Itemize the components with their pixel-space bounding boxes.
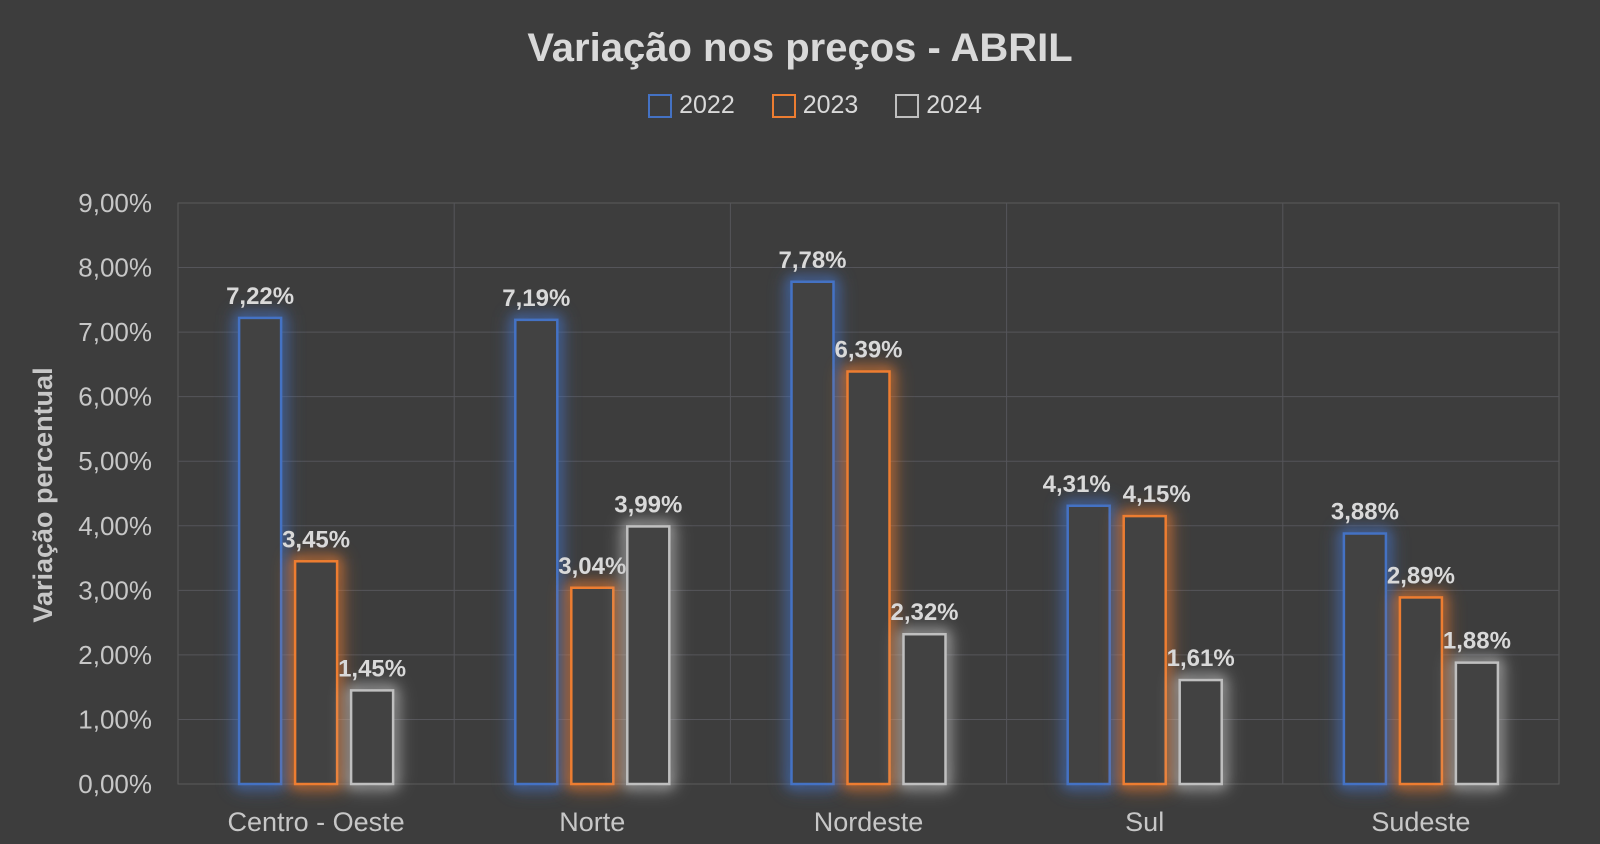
svg-text:1,00%: 1,00% — [78, 704, 152, 734]
svg-text:7,22%: 7,22% — [226, 283, 294, 310]
svg-text:3,04%: 3,04% — [558, 553, 626, 580]
svg-text:5,00%: 5,00% — [78, 446, 152, 476]
svg-text:7,78%: 7,78% — [778, 247, 846, 274]
svg-text:7,00%: 7,00% — [78, 317, 152, 347]
svg-text:3,00%: 3,00% — [78, 575, 152, 605]
svg-text:Variação percentual: Variação percentual — [28, 367, 58, 622]
svg-text:8,00%: 8,00% — [78, 253, 152, 283]
svg-text:Centro - Oeste: Centro - Oeste — [228, 807, 405, 837]
svg-text:2,32%: 2,32% — [890, 599, 958, 626]
svg-text:4,15%: 4,15% — [1123, 481, 1191, 508]
svg-text:2,89%: 2,89% — [1387, 562, 1455, 589]
svg-text:Norte: Norte — [559, 807, 625, 837]
svg-text:2,00%: 2,00% — [78, 640, 152, 670]
svg-text:9,00%: 9,00% — [78, 188, 152, 218]
svg-text:7,19%: 7,19% — [502, 285, 570, 312]
svg-text:3,99%: 3,99% — [614, 491, 682, 518]
svg-text:4,00%: 4,00% — [78, 511, 152, 541]
svg-text:Sul: Sul — [1125, 807, 1164, 837]
svg-text:3,88%: 3,88% — [1331, 499, 1399, 526]
svg-text:0,00%: 0,00% — [78, 769, 152, 799]
svg-text:Sudeste: Sudeste — [1371, 807, 1470, 837]
svg-text:6,39%: 6,39% — [834, 336, 902, 363]
svg-text:Nordeste: Nordeste — [814, 807, 924, 837]
svg-text:3,45%: 3,45% — [282, 526, 350, 553]
svg-text:1,61%: 1,61% — [1167, 645, 1235, 672]
svg-text:1,88%: 1,88% — [1443, 628, 1511, 655]
svg-text:1,45%: 1,45% — [338, 655, 406, 682]
svg-text:6,00%: 6,00% — [78, 382, 152, 412]
svg-text:4,31%: 4,31% — [1043, 471, 1111, 498]
